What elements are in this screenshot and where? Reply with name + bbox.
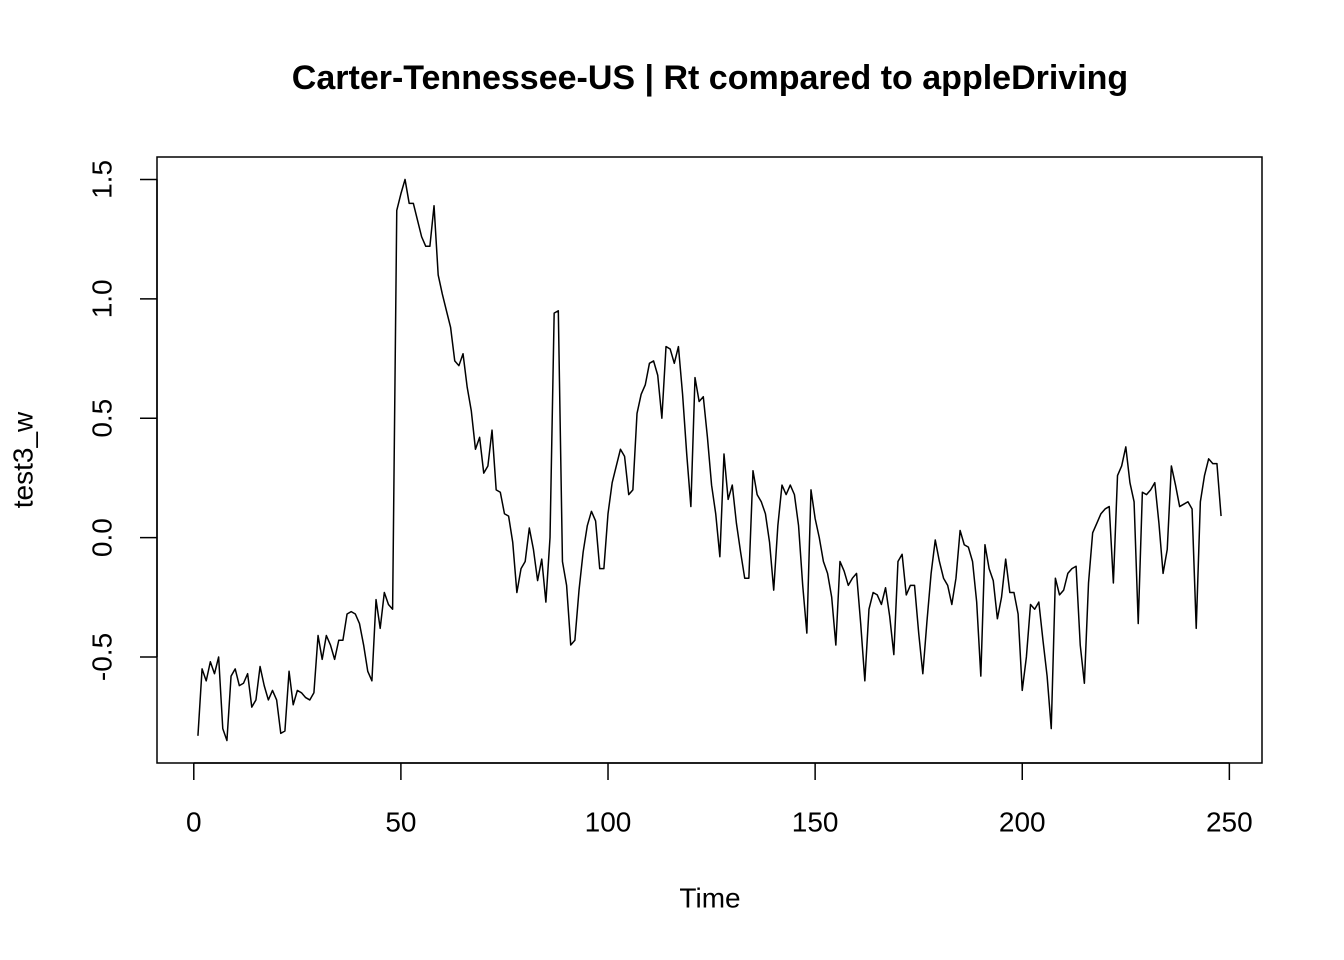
x-tick-label: 150 xyxy=(792,806,839,837)
x-tick-label: 250 xyxy=(1206,806,1253,837)
x-tick-label: 100 xyxy=(585,806,632,837)
series-line xyxy=(197,178,1222,742)
y-tick-label: 1.0 xyxy=(86,279,117,318)
y-tick-label: -0.5 xyxy=(86,633,117,681)
x-tick-label: 50 xyxy=(385,806,416,837)
x-tick-label: 200 xyxy=(999,806,1046,837)
y-axis-label: test3_w xyxy=(7,411,38,508)
x-tick-label: 0 xyxy=(186,806,202,837)
chart-title: Carter-Tennessee-US | Rt compared to app… xyxy=(292,59,1128,97)
y-tick-label: 0.0 xyxy=(86,518,117,557)
y-tick-label: 1.5 xyxy=(86,160,117,199)
y-tick-label: 0.5 xyxy=(86,399,117,438)
x-axis-label: Time xyxy=(679,882,740,913)
